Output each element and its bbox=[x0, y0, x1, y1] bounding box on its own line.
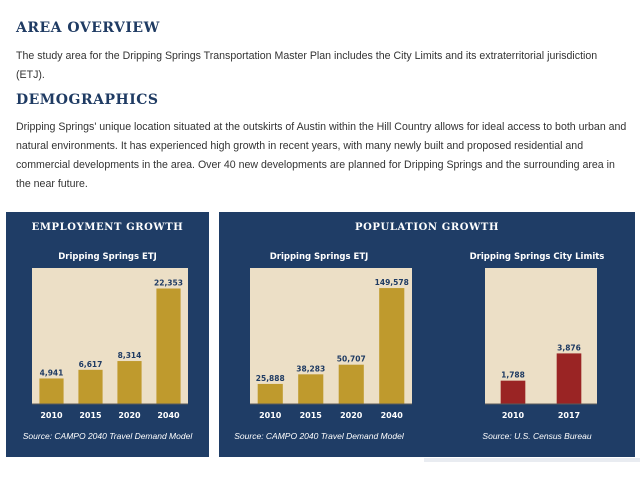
population-etj-chart-title: Dripping Springs ETJ bbox=[269, 252, 369, 262]
tick-label-2040: 2040 bbox=[381, 411, 404, 420]
data-label-2010: 4,941 bbox=[40, 368, 64, 377]
bar-2010 bbox=[500, 380, 526, 404]
population-city-chart-title: Dripping Springs City Limits bbox=[469, 252, 605, 262]
area-overview-text: The study area for the Dripping Springs … bbox=[16, 50, 598, 81]
data-label-2017: 3,876 bbox=[557, 343, 581, 352]
employment-growth-panel: EMPLOYMENT GROWTH Dripping Springs ETJ 4… bbox=[6, 212, 209, 457]
tick-label-2010: 2010 bbox=[502, 411, 525, 420]
bar-2015 bbox=[78, 369, 103, 404]
population-growth-panel: POPULATION GROWTH Dripping Springs ETJ 2… bbox=[219, 212, 635, 457]
population-growth-title: POPULATION GROWTH bbox=[354, 222, 500, 233]
tick-label-2010: 2010 bbox=[259, 411, 282, 420]
bar-2020 bbox=[117, 361, 142, 404]
page-edge-shadow bbox=[424, 458, 640, 462]
tick-label-2040: 2040 bbox=[157, 411, 180, 420]
tick-label-2020: 2020 bbox=[340, 411, 363, 420]
employment-growth-title: EMPLOYMENT GROWTH bbox=[31, 222, 184, 233]
population-etj-chart: 25,888 2010 38,283 2015 50,707 2020 149,578 204… bbox=[250, 268, 412, 420]
tick-label-2015: 2015 bbox=[79, 411, 102, 420]
bar-2040 bbox=[156, 288, 181, 404]
employment-source: Source: CAMPO 2040 Travel Demand Model bbox=[22, 431, 193, 441]
bar-2010 bbox=[39, 378, 64, 404]
employment-chart-title: Dripping Springs ETJ bbox=[58, 252, 157, 262]
bar-2010 bbox=[257, 383, 283, 404]
demographics-heading: DEMOGRAPHICS bbox=[16, 92, 159, 108]
bar-2017 bbox=[556, 353, 582, 404]
data-label-2015: 38,283 bbox=[296, 364, 325, 373]
tick-label-2015: 2015 bbox=[300, 411, 323, 420]
population-etj-source: Source: CAMPO 2040 Travel Demand Model bbox=[234, 431, 404, 441]
area-overview-heading: AREA OVERVIEW bbox=[16, 20, 160, 36]
employment-chart: 4,941 2010 6,617 2015 8,314 2020 22,353 2040 bbox=[32, 268, 188, 420]
tick-label-2020: 2020 bbox=[118, 411, 141, 420]
data-label-2015: 6,617 bbox=[79, 360, 103, 369]
data-label-2020: 8,314 bbox=[118, 351, 142, 360]
data-label-2010: 25,888 bbox=[256, 374, 285, 383]
tick-label-2010: 2010 bbox=[40, 411, 63, 420]
tick-label-2017: 2017 bbox=[558, 411, 580, 420]
data-label-2020: 50,707 bbox=[337, 355, 366, 364]
demographics-text: Dripping Springs' unique location situat… bbox=[16, 121, 627, 190]
population-city-source: Source: U.S. Census Bureau bbox=[482, 431, 592, 441]
bar-2040 bbox=[379, 288, 405, 404]
population-city-chart: 1,788 2010 3,876 2017 bbox=[485, 268, 597, 420]
bar-2015 bbox=[298, 374, 324, 404]
data-label-2040: 149,578 bbox=[375, 278, 409, 287]
data-label-2010: 1,788 bbox=[501, 371, 525, 380]
data-label-2040: 22,353 bbox=[154, 279, 183, 288]
bar-2020 bbox=[338, 364, 364, 404]
